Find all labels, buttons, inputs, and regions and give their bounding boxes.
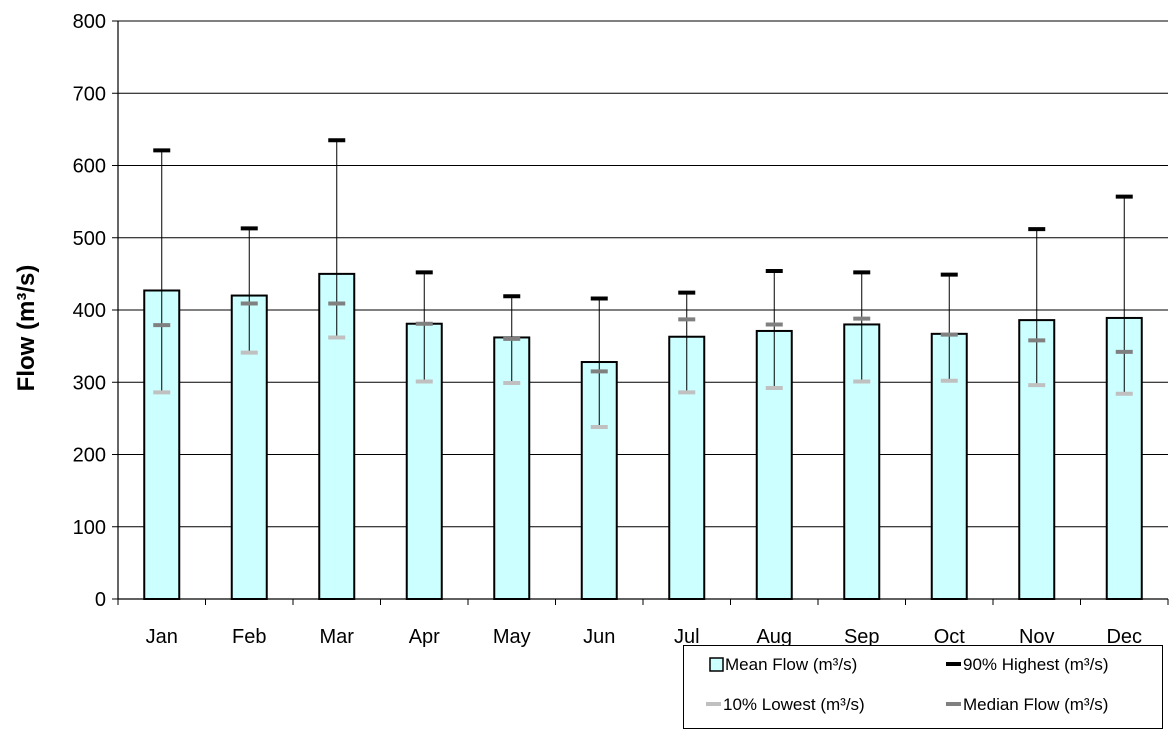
legend-label-high: 90% Highest (m³/s) xyxy=(963,655,1108,674)
legend-svg: Mean Flow (m³/s) 90% Highest (m³/s) 10% … xyxy=(706,655,1108,714)
legend: Mean Flow (m³/s) 90% Highest (m³/s) 10% … xyxy=(683,645,1163,729)
y-tick-label: 100 xyxy=(73,517,106,539)
legend-swatch-mean xyxy=(709,657,724,672)
x-tick-label: Oct xyxy=(934,626,966,648)
y-tick-label: 700 xyxy=(73,83,106,105)
legend-item-low: 10% Lowest (m³/s) xyxy=(706,695,865,714)
y-tick-label: 800 xyxy=(73,11,106,33)
x-tick-label: Jan xyxy=(146,626,178,648)
legend-label-mean: Mean Flow (m³/s) xyxy=(725,655,857,674)
x-tick-label: Feb xyxy=(232,626,266,648)
x-tick-label: Apr xyxy=(409,626,440,648)
legend-item-high: 90% Highest (m³/s) xyxy=(946,655,1108,674)
y-tick-label: 600 xyxy=(73,156,106,178)
y-tick-label: 500 xyxy=(73,228,106,250)
legend-item-mean: Mean Flow (m³/s) xyxy=(709,655,857,674)
y-axis-label: Flow (m³/s) xyxy=(13,265,40,392)
x-tick-label: Jul xyxy=(674,626,700,648)
bars xyxy=(143,272,1143,600)
legend-label-median: Median Flow (m³/s) xyxy=(963,695,1108,714)
x-tick-label: May xyxy=(493,626,531,648)
y-tick-label: 200 xyxy=(73,445,106,467)
y-tick-label: 0 xyxy=(95,589,106,611)
x-tick-label: Dec xyxy=(1106,626,1142,648)
axes: 0 100 200 300 400 500 600 700 800 Jan Feb Mar Apr May… xyxy=(73,11,1169,648)
legend-label-low: 10% Lowest (m³/s) xyxy=(723,695,865,714)
x-tick-label: Jun xyxy=(583,626,615,648)
legend-item-median: Median Flow (m³/s) xyxy=(946,695,1108,714)
y-tick-label: 300 xyxy=(73,372,106,394)
x-tick-label: Sep xyxy=(844,626,880,648)
x-tick-label: Mar xyxy=(320,626,355,648)
grid xyxy=(118,20,1168,528)
y-tick-label: 400 xyxy=(73,300,106,322)
x-tick-label: Nov xyxy=(1019,626,1055,648)
error-bars xyxy=(161,140,1125,428)
x-tick-label: Aug xyxy=(756,626,792,648)
markers xyxy=(153,138,1133,430)
